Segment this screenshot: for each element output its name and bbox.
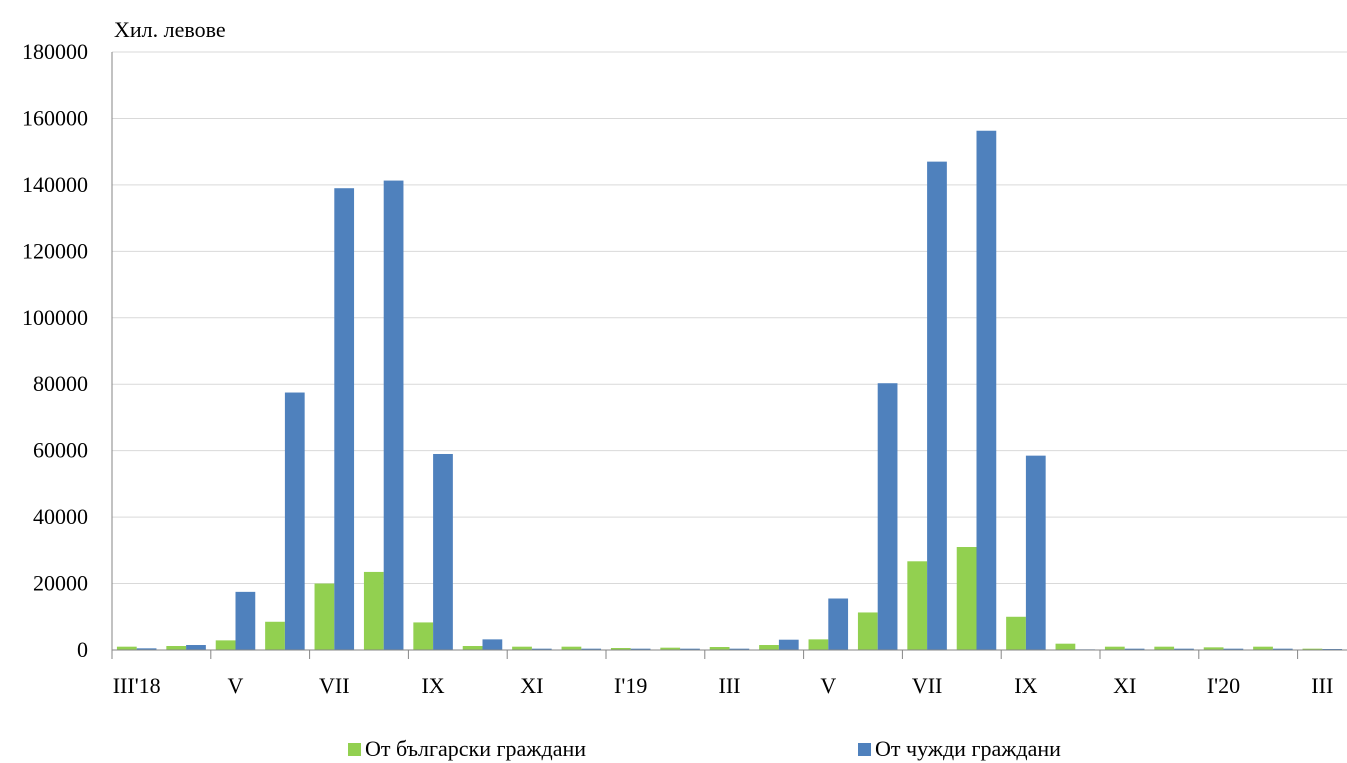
bar-foreign xyxy=(778,639,799,650)
bar-bulgarian xyxy=(314,583,335,650)
bar-bulgarian xyxy=(808,639,829,650)
y-tick-label: 60000 xyxy=(33,438,88,463)
bar-foreign xyxy=(186,645,206,650)
bar-bulgarian xyxy=(116,646,137,650)
x-tick-label: III xyxy=(1311,673,1333,698)
bar-bulgarian xyxy=(956,547,977,650)
x-axis-ticks: III'18 V VII IX XI I'19 III V VII IX XI I'20 III xyxy=(113,673,1334,698)
bar-foreign xyxy=(433,453,453,650)
y-tick-label: 80000 xyxy=(33,371,88,396)
bar-bulgarian xyxy=(1302,648,1323,650)
bar-foreign xyxy=(630,648,651,650)
legend-label-bulgarian: От български граждани xyxy=(365,736,587,761)
x-tick-label: III xyxy=(719,673,741,698)
y-tick-label: 100000 xyxy=(22,305,88,330)
y-tick-label: 180000 xyxy=(22,39,88,64)
bar-bulgarian xyxy=(907,561,928,650)
x-tick-label: XI xyxy=(520,673,543,698)
x-tick-label: V xyxy=(228,673,244,698)
bar-bulgarian xyxy=(1055,643,1076,650)
x-tick-label: IX xyxy=(421,673,444,698)
bar-bulgarian xyxy=(1006,616,1026,650)
y-tick-label: 20000 xyxy=(33,571,88,596)
bar-foreign xyxy=(1025,455,1046,650)
y-tick-label: 40000 xyxy=(33,504,88,529)
y-tick-label: 160000 xyxy=(22,105,88,130)
bar-foreign xyxy=(680,648,700,650)
bar-bulgarian xyxy=(759,645,779,650)
bar-bulgarian xyxy=(709,647,730,650)
legend-swatch-foreign xyxy=(858,742,871,756)
bar-foreign xyxy=(531,648,552,650)
bar-foreign xyxy=(927,161,947,650)
bar-foreign xyxy=(334,188,355,650)
x-tick-label: VII xyxy=(912,673,943,698)
legend-item-foreign: От чужди граждани xyxy=(858,736,1061,762)
bar-bulgarian xyxy=(1104,646,1125,650)
bar-foreign xyxy=(383,180,404,650)
x-tick-label: XI xyxy=(1113,673,1136,698)
axes xyxy=(111,52,1347,659)
bar-bulgarian xyxy=(462,646,483,650)
bar-bulgarian xyxy=(265,621,285,650)
y-axis-ticks: 0 20000 40000 60000 80000 100000 120000 140000 1… xyxy=(22,39,88,662)
y-tick-label: 120000 xyxy=(22,238,88,263)
bar-foreign xyxy=(1223,648,1244,650)
bar-foreign xyxy=(1174,648,1194,650)
bar-foreign xyxy=(828,598,849,650)
grid-lines xyxy=(112,51,1347,585)
bar-bulgarian xyxy=(1154,646,1175,650)
bar-bulgarian xyxy=(1203,647,1224,650)
bar-foreign xyxy=(877,383,898,650)
bar-foreign xyxy=(235,591,256,650)
bar-foreign xyxy=(284,392,305,650)
x-tick-label: III'18 xyxy=(113,673,161,698)
bar-bulgarian xyxy=(857,612,878,650)
legend-label-foreign: От чужди граждани xyxy=(875,736,1061,761)
x-tick-label: IX xyxy=(1014,673,1037,698)
bar-bulgarian xyxy=(610,648,631,650)
bar-foreign xyxy=(482,639,503,650)
bar-foreign xyxy=(729,648,750,650)
bar-bulgarian xyxy=(166,646,187,650)
bar-bulgarian xyxy=(1253,646,1273,650)
bar-bulgarian xyxy=(561,646,582,650)
bar-foreign xyxy=(1124,648,1145,650)
x-tick-label: V xyxy=(820,673,836,698)
x-tick-label: I'20 xyxy=(1207,673,1240,698)
bar-bulgarian xyxy=(660,647,681,650)
bars xyxy=(116,130,1343,650)
bar-bulgarian xyxy=(363,571,384,650)
legend: От български граждани От чужди граждани xyxy=(0,736,1347,763)
y-axis-unit-label: Хил. левове xyxy=(114,17,226,42)
bar-chart: Хил. левове 0 20000 40000 60000 80000 100000 1… xyxy=(22,17,1347,698)
bar-foreign xyxy=(136,648,157,650)
y-tick-label: 140000 xyxy=(22,172,88,197)
bar-bulgarian xyxy=(215,640,236,650)
x-tick-label: VII xyxy=(319,673,350,698)
x-tick-label: I'19 xyxy=(614,673,647,698)
y-tick-label: 0 xyxy=(77,637,88,662)
bar-bulgarian xyxy=(413,622,434,650)
bar-foreign xyxy=(976,130,997,650)
bar-bulgarian xyxy=(512,646,532,650)
bar-foreign xyxy=(1272,648,1293,650)
legend-swatch-bulgarian xyxy=(348,742,361,756)
legend-item-bulgarian: От български граждани xyxy=(348,736,586,762)
bar-foreign xyxy=(581,648,602,650)
